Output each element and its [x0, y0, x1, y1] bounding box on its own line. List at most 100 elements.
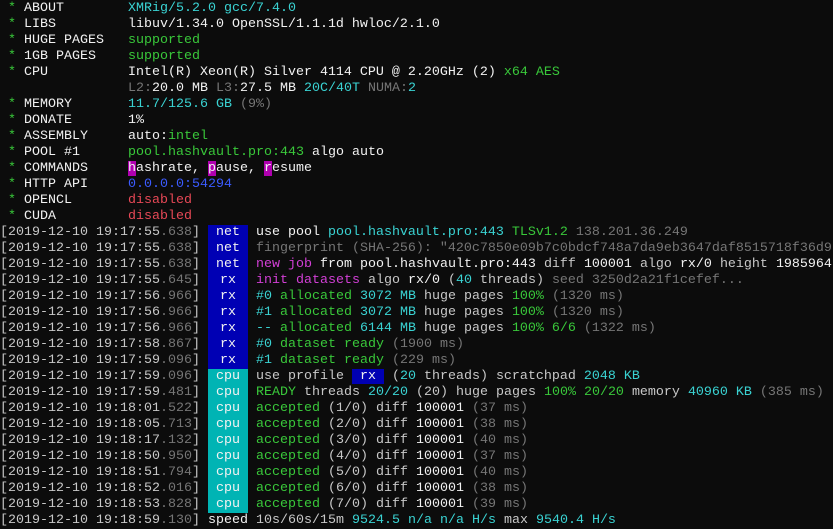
log-message: dataset ready: [279, 353, 392, 368]
log-message: (40 ms): [471, 433, 528, 448]
log-message: H/s: [471, 513, 504, 528]
log-message: 100001: [415, 433, 472, 448]
info-line: * ABOUT XMRig/5.2.0 gcc/7.4.0: [0, 1, 833, 17]
spacer: [248, 369, 256, 384]
log-message: pool.hashvault.pro:443: [327, 225, 512, 240]
spacer: [56, 209, 128, 224]
log-timestamp-ms: .966: [159, 289, 192, 304]
log-timestamp-ms: .132: [159, 433, 192, 448]
info-label: HTTP API: [24, 177, 88, 192]
log-message: 138.201.36.249: [575, 225, 688, 240]
spacer: [0, 193, 8, 208]
spacer: ]: [191, 321, 208, 336]
log-timestamp-ms: .950: [159, 449, 192, 464]
spacer: [248, 241, 256, 256]
info-label: CUDA: [24, 209, 56, 224]
info-label: POOL #1: [24, 145, 80, 160]
log-message: n/a n/a: [407, 513, 472, 528]
log-line: [2019-12-10 19:18:53.828] cpu accepted (…: [0, 497, 833, 513]
spacer: [96, 49, 128, 64]
log-message: 100% 6/6: [511, 321, 584, 336]
log-message: huge pages: [423, 321, 512, 336]
info-value: auto:: [128, 129, 168, 144]
spacer: [56, 17, 128, 32]
spacer: [16, 97, 24, 112]
log-message: diff: [375, 433, 416, 448]
log-message: diff: [375, 481, 416, 496]
log-tag-cpu: cpu: [207, 369, 248, 385]
spacer: [: [0, 465, 8, 480]
info-value: 1%: [128, 113, 144, 128]
info-line: * MEMORY 11.7/125.6 GB (9%): [0, 97, 833, 113]
log-message: accepted: [255, 497, 328, 512]
spacer: [248, 417, 256, 432]
info-value: ause,: [215, 161, 264, 176]
log-message: (1900 ms): [391, 337, 464, 352]
spacer: [16, 161, 24, 176]
log-message: (38 ms): [471, 481, 528, 496]
spacer: ]: [191, 385, 208, 400]
log-tag-net: net: [207, 225, 248, 241]
log-tag-cpu: cpu: [207, 417, 248, 433]
log-message: huge pages: [423, 305, 512, 320]
info-line: * CUDA disabled: [0, 209, 833, 225]
log-message: allocated: [279, 289, 360, 304]
log-message: accepted: [255, 433, 328, 448]
log-timestamp: 2019-12-10 19:18:50: [8, 449, 160, 464]
log-line: [2019-12-10 19:18:52.016] cpu accepted (…: [0, 481, 833, 497]
spacer: [0, 33, 8, 48]
spacer: *: [8, 209, 16, 224]
log-tag-rx: rx: [207, 305, 248, 321]
log-message: (: [383, 369, 400, 384]
log-message: scratchpad: [495, 369, 584, 384]
spacer: ]: [191, 433, 208, 448]
info-value: h: [128, 161, 136, 176]
spacer: [16, 113, 24, 128]
spacer: [16, 33, 24, 48]
spacer: [248, 257, 256, 272]
info-value: p: [207, 161, 216, 176]
log-message: algo: [639, 257, 680, 272]
spacer: ]: [191, 465, 208, 480]
info-line: * HUGE PAGES supported: [0, 33, 833, 49]
log-timestamp: 2019-12-10 19:17:55: [8, 257, 160, 272]
log-timestamp: 2019-12-10 19:17:55: [8, 241, 160, 256]
profile-badge: rx: [351, 369, 384, 384]
log-message: diff: [375, 465, 416, 480]
log-tag-rx: rx: [207, 353, 248, 369]
log-timestamp-ms: .130: [159, 513, 192, 528]
log-message: 100001: [415, 497, 472, 512]
info-value: libuv/1.34.0 OpenSSL/1.1.1d hwloc/2.1.0: [127, 17, 440, 32]
log-message: (5/0): [327, 465, 376, 480]
log-message: (20): [415, 385, 456, 400]
spacer: [: [0, 481, 8, 496]
spacer: ]: [191, 449, 208, 464]
spacer: [16, 49, 24, 64]
spacer: ]: [191, 241, 208, 256]
log-message: (1322 ms): [583, 321, 656, 336]
spacer: [0, 97, 8, 112]
log-tag-cpu: cpu: [207, 449, 248, 465]
log-message: (38 ms): [471, 417, 528, 432]
log-message: (7/0): [327, 497, 376, 512]
spacer: [0, 145, 8, 160]
spacer: [248, 497, 256, 512]
spacer: [88, 177, 128, 192]
spacer: ]: [191, 369, 208, 384]
spacer: *: [8, 193, 16, 208]
spacer: [16, 145, 24, 160]
spacer: ]: [191, 289, 208, 304]
spacer: [248, 353, 256, 368]
log-message: memory: [631, 385, 688, 400]
log-line: [2019-12-10 19:18:01.522] cpu accepted (…: [0, 401, 833, 417]
info-label: ASSEMBLY: [24, 129, 88, 144]
log-timestamp: 2019-12-10 19:17:59: [8, 369, 160, 384]
spacer: *: [8, 65, 16, 80]
spacer: ]: [191, 481, 208, 496]
info-value: 20C/40T: [303, 81, 368, 96]
info-line: * CPU Intel(R) Xeon(R) Silver 4114 CPU @…: [0, 65, 833, 81]
info-label: DONATE: [24, 113, 72, 128]
spacer: [: [0, 497, 8, 512]
log-message: (1/0): [327, 401, 376, 416]
